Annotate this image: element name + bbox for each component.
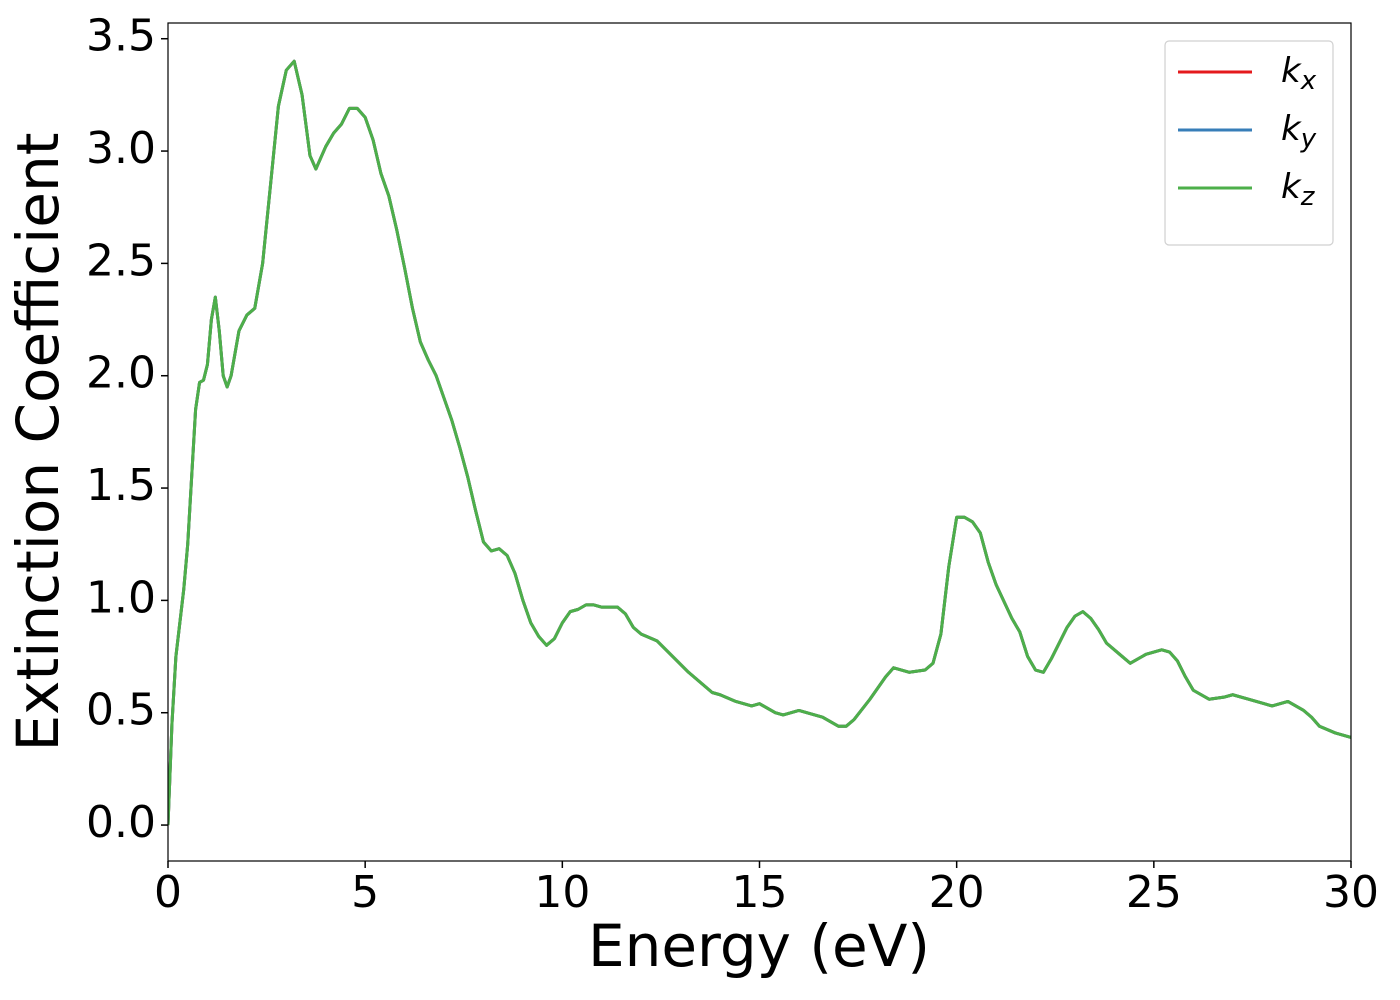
x-tick-label: 5 bbox=[351, 867, 379, 918]
x-tick-label: 25 bbox=[1126, 867, 1182, 918]
y-tick-label: 0.5 bbox=[86, 685, 156, 736]
plot-frame bbox=[167, 22, 1352, 862]
x-tick-label: 10 bbox=[534, 867, 590, 918]
y-tick-label: 2.0 bbox=[86, 348, 156, 399]
plot-lines bbox=[168, 59, 1351, 826]
legend-label: ky bbox=[1281, 109, 1317, 154]
x-tick-label: 20 bbox=[929, 867, 985, 918]
x-tick-label: 0 bbox=[154, 867, 182, 918]
legend-box bbox=[1164, 40, 1334, 246]
legend-label: kz bbox=[1281, 167, 1316, 212]
y-tick-label: 3.5 bbox=[86, 11, 156, 62]
series-line bbox=[168, 59, 1351, 826]
x-tick-label: 30 bbox=[1323, 867, 1379, 918]
x-tick-label: 15 bbox=[732, 867, 788, 918]
y-axis-label: Extinction Coefficient bbox=[4, 133, 72, 752]
y-tick-label: 0.0 bbox=[86, 797, 156, 848]
y-tick-label: 1.5 bbox=[86, 460, 156, 511]
y-tick-label: 1.0 bbox=[86, 572, 156, 623]
x-axis-label: Energy (eV) bbox=[588, 912, 930, 980]
legend-label: kx bbox=[1281, 51, 1317, 96]
y-tick-label: 3.0 bbox=[86, 123, 156, 174]
y-tick-label: 2.5 bbox=[86, 235, 156, 286]
